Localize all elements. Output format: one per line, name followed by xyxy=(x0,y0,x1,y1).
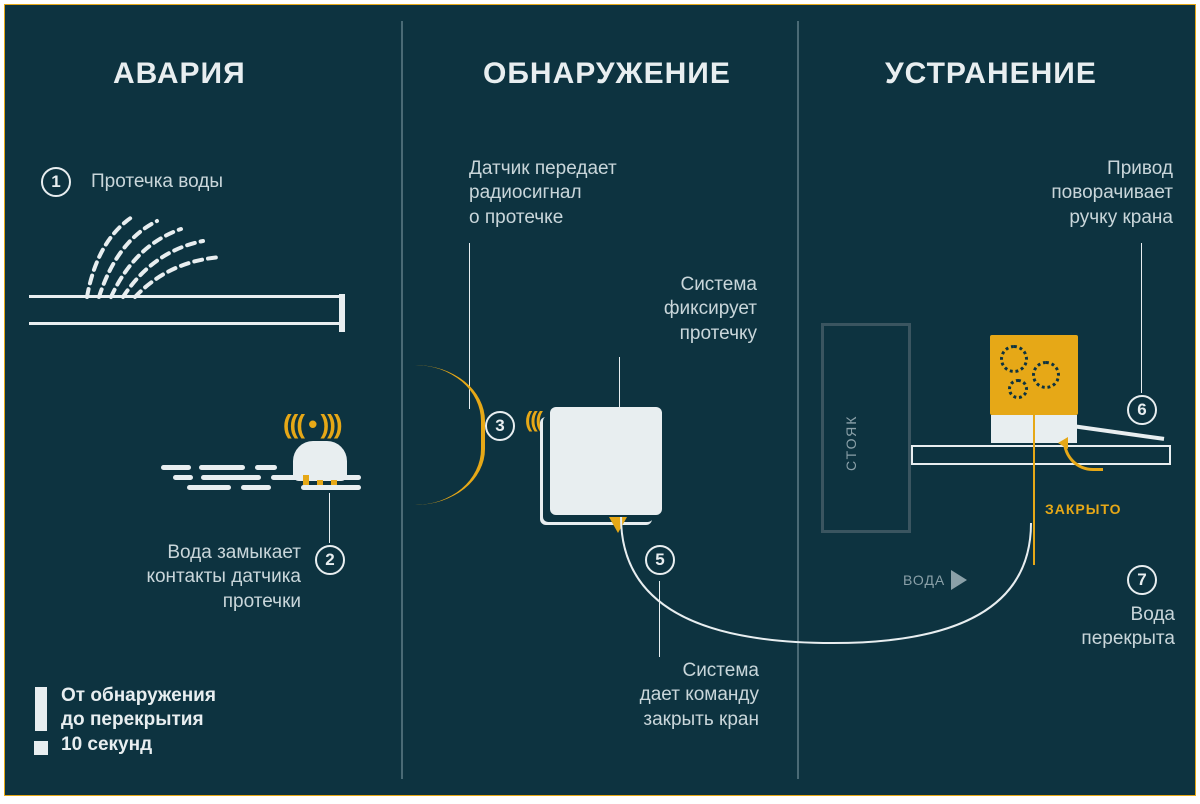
stem-2 xyxy=(329,493,330,543)
riser-label: СТОЯК xyxy=(843,415,859,471)
step-6-badge: 6 xyxy=(1127,395,1157,425)
closed-line-icon xyxy=(1033,415,1035,565)
heading-col1: АВАРИЯ xyxy=(113,57,246,91)
arrow-to-hub-icon xyxy=(609,517,627,533)
rotation-arrow-icon xyxy=(1063,441,1103,471)
timing-note: От обнаружения до перекрытия 10 секунд xyxy=(61,684,216,757)
infographic-canvas: АВАРИЯ ОБНАРУЖЕНИЕ УСТРАНЕНИЕ 1 Протечка… xyxy=(4,4,1196,796)
heading-col3: УСТРАНЕНИЕ xyxy=(885,57,1097,91)
actuator-icon xyxy=(990,335,1078,415)
exclaim-icon xyxy=(30,687,52,755)
step-6-text: Привод поворачивает ручку крана xyxy=(973,157,1173,230)
water-text: ВОДА xyxy=(903,572,945,588)
stem-5 xyxy=(659,581,660,657)
step-7-badge: 7 xyxy=(1127,565,1157,595)
horizontal-pipe-icon xyxy=(911,445,1171,465)
hub-signal-icon: ((( • xyxy=(525,407,551,433)
step-2-text: Вода замыкает контакты датчика протечки xyxy=(109,541,301,614)
step-2-badge: 2 xyxy=(315,545,345,575)
stem-3 xyxy=(469,243,470,409)
step-5-text: Система дает команду закрыть кран xyxy=(569,659,759,732)
divider-2 xyxy=(797,21,799,779)
command-connector-icon xyxy=(613,513,1043,653)
step-5-badge: 5 xyxy=(645,545,675,575)
radio-arc-icon xyxy=(415,365,485,505)
water-flow-label: ВОДА xyxy=(903,570,967,590)
stem-4 xyxy=(619,357,620,407)
sensor-signal-icon: ((( • ))) xyxy=(283,409,341,440)
water-puddle-icon xyxy=(161,461,371,501)
step-1-text: Протечка воды xyxy=(91,170,223,194)
step-7-text: Вода перекрыта xyxy=(1035,603,1175,652)
step-3-text: Датчик передает радиосигнал о протечке xyxy=(469,157,617,230)
step-4-text: Система фиксирует протечку xyxy=(587,273,757,346)
closed-label: ЗАКРЫТО xyxy=(1045,501,1122,517)
heading-col2: ОБНАРУЖЕНИЕ xyxy=(483,57,731,91)
riser-box-icon xyxy=(821,323,911,533)
water-arrow-icon xyxy=(951,570,967,590)
step-3-badge: 3 xyxy=(485,411,515,441)
hub-device-icon xyxy=(550,407,662,515)
water-spray-icon xyxy=(77,211,227,301)
step-1-badge: 1 xyxy=(41,167,71,197)
valve-lever-icon xyxy=(1065,423,1165,441)
divider-1 xyxy=(401,21,403,779)
stem-6 xyxy=(1141,243,1142,393)
